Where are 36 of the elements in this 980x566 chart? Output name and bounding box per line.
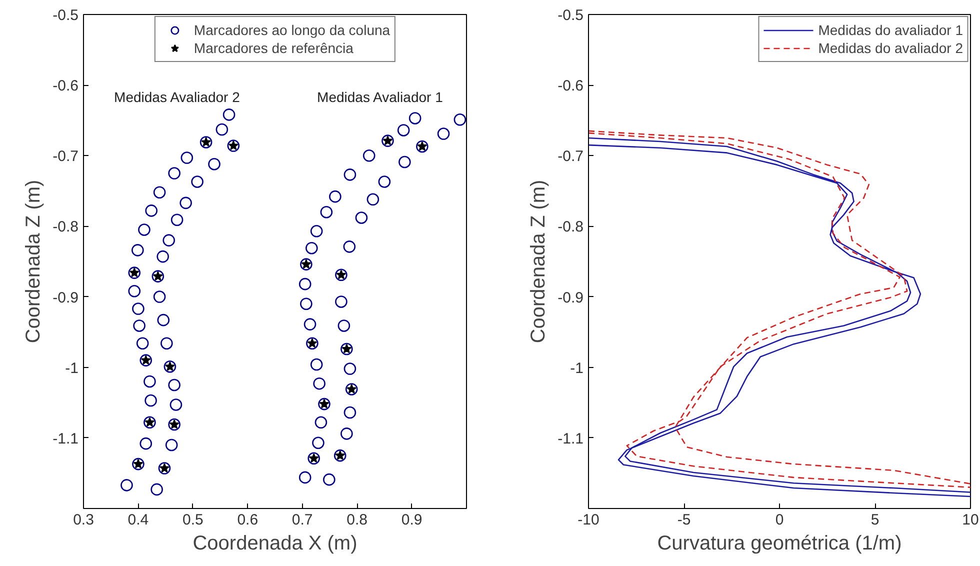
x-tick-label: 10 — [962, 512, 979, 528]
x-tick-label: 5 — [870, 512, 880, 528]
y-tick-label: -0.6 — [558, 78, 584, 95]
x-tick-label: 0.6 — [237, 512, 258, 528]
y-tick-label: -0.5 — [558, 7, 584, 24]
y-tick-label: -1 — [570, 360, 584, 377]
legend-label: Medidas do avaliador 1 — [818, 21, 963, 39]
y-tick-label: -0.7 — [52, 148, 79, 166]
legend-label: Marcadores de referência — [194, 39, 354, 57]
y-tick-label: -0.5 — [52, 7, 79, 24]
y-tick-label: -0.9 — [558, 289, 584, 306]
x-tick-label: 0.5 — [182, 512, 204, 528]
y-axis-title: Coordenada Z (m) — [528, 180, 550, 344]
y-tick-label: -0.8 — [52, 218, 79, 236]
y-tick-label: -1.1 — [52, 430, 79, 448]
y-axis-title: Coordenada Z (m) — [22, 180, 45, 344]
x-tick-label: 0.8 — [346, 512, 368, 528]
x-tick-label: 0.3 — [73, 512, 94, 528]
legend-label: Medidas do avaliador 2 — [818, 39, 963, 57]
annotation: Medidas Avaliador 2 — [114, 89, 240, 105]
y-tick-label: -0.8 — [558, 218, 584, 236]
y-tick-label: -1 — [65, 360, 79, 377]
annotation: Medidas Avaliador 1 — [317, 89, 444, 105]
x-tick-label: 0.4 — [128, 512, 149, 528]
y-tick-label: -0.6 — [52, 78, 79, 95]
legend-label: Marcadores ao longo da coluna — [194, 21, 390, 39]
y-tick-label: -0.7 — [558, 148, 584, 166]
x-tick-label: 0 — [775, 512, 784, 528]
y-tick-label: -0.9 — [52, 289, 79, 306]
x-tick-label: 0.7 — [292, 512, 313, 528]
y-tick-label: -1.1 — [558, 430, 584, 448]
x-axis-title: Coordenada X (m) — [192, 532, 358, 554]
x-tick-label: -5 — [677, 512, 691, 528]
x-axis-title: Curvatura geométrica (1/m) — [657, 532, 902, 554]
x-tick-label: -10 — [578, 512, 600, 528]
x-tick-label: 0.9 — [401, 512, 422, 528]
